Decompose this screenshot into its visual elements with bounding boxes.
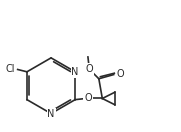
Text: N: N xyxy=(71,67,79,77)
Text: N: N xyxy=(47,109,55,119)
Text: O: O xyxy=(85,64,93,74)
Text: O: O xyxy=(84,93,92,103)
Text: O: O xyxy=(116,69,124,79)
Text: Cl: Cl xyxy=(5,64,15,74)
